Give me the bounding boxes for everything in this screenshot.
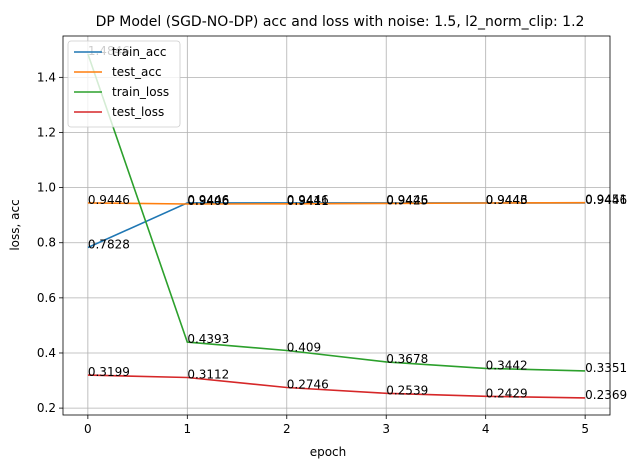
y-tick-label: 1.4	[37, 70, 56, 84]
grid	[63, 36, 610, 415]
data-label-test_loss: 0.2539	[386, 383, 428, 397]
data-label-train_acc: 0.9446	[585, 193, 627, 207]
data-label-train_loss: 0.3351	[585, 361, 627, 375]
y-tick-label: 0.4	[37, 346, 56, 360]
y-tick-label: 1.2	[37, 125, 56, 139]
data-label-train_acc: 0.9446	[287, 193, 329, 207]
x-tick-label: 1	[183, 422, 191, 436]
x-axis-ticks: 0 1 2 3 4 5	[84, 415, 589, 436]
series-line-train_loss	[87, 53, 586, 372]
data-label-test_loss: 0.2429	[486, 386, 528, 400]
data-label-test_acc: 0.9446	[88, 193, 130, 207]
y-tick-label: 0.8	[37, 236, 56, 250]
data-label-train_acc: 0.7828	[88, 237, 130, 251]
data-label-test_loss: 0.3112	[187, 367, 229, 381]
x-tick-label: 4	[482, 422, 490, 436]
data-label-train_loss: 0.409	[287, 341, 321, 355]
y-tick-label: 0.6	[37, 291, 56, 305]
data-label-train_acc: 0.9446	[386, 193, 428, 207]
data-label-train_loss: 0.4393	[187, 332, 229, 346]
data-label-train_acc: 0.9446	[187, 193, 229, 207]
chart-title: DP Model (SGD-NO-DP) acc and loss with n…	[96, 14, 585, 30]
series-line-test_loss	[87, 374, 586, 399]
data-label-train_acc: 0.9446	[486, 193, 528, 207]
data-label-test_acc: 0.9425	[386, 193, 428, 207]
data-label-test_acc: 0.9406	[187, 194, 229, 208]
data-label-test_acc: 0.9411	[287, 194, 329, 208]
legend-box	[67, 40, 181, 128]
data-label-train_loss: 0.3678	[386, 352, 428, 366]
x-axis-label: epoch	[310, 445, 347, 459]
legend-label: test_acc	[112, 65, 162, 79]
y-axis-label: loss, acc	[8, 199, 22, 250]
legend-label: test_loss	[112, 105, 164, 119]
y-tick-label: 0.2	[37, 401, 56, 415]
legend-label: train_acc	[112, 45, 166, 59]
data-label-test_loss: 0.2369	[585, 388, 627, 402]
series-line-train_acc	[87, 202, 586, 249]
data-label-test_loss: 0.2746	[287, 378, 329, 392]
legend: train_acc test_acc train_loss test_loss	[67, 40, 181, 128]
data-label-test_loss: 0.3199	[88, 365, 130, 379]
data-label-train_loss: 0.3442	[486, 358, 528, 372]
legend-label: train_loss	[112, 85, 169, 99]
series-line-test_acc	[87, 201, 586, 205]
y-tick-label: 1.0	[37, 181, 56, 195]
plot-frame	[62, 35, 611, 416]
series-lines	[87, 53, 586, 399]
x-tick-label: 0	[84, 422, 92, 436]
data-label-test_acc: 0.9443	[486, 193, 528, 207]
x-tick-label: 2	[283, 422, 291, 436]
x-tick-label: 3	[382, 422, 390, 436]
y-axis-ticks: 0.2 0.4 0.6 0.8 1.0 1.2 1.4	[37, 70, 63, 415]
x-tick-label: 5	[581, 422, 589, 436]
data-label-test_acc: 0.9451	[585, 193, 627, 207]
